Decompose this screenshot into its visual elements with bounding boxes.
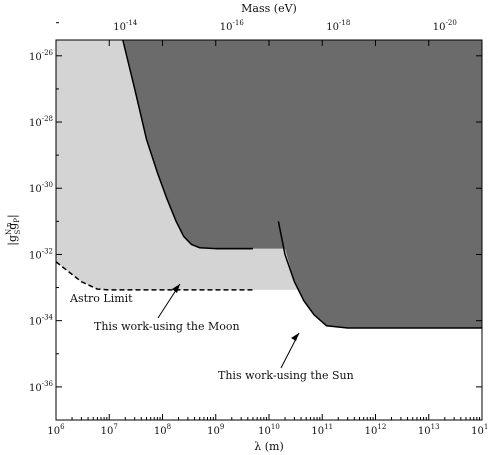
y-tick-label: 10-28 — [29, 115, 53, 129]
y-axis-label-part2: g — [6, 223, 19, 230]
top-axis-ticks: 10-14 10-16 10-18 10-20 — [113, 19, 457, 33]
annotation-sun: This work-using the Sun — [218, 369, 354, 382]
x-tick-label: 1014 — [471, 423, 488, 437]
y-axis-label-sub: S — [14, 230, 22, 235]
x-tick-label: 106 — [47, 423, 65, 437]
top-tick-label: 10-16 — [220, 19, 245, 33]
x-tick-label: 1010 — [258, 423, 280, 437]
this-work-excluded-region — [122, 40, 483, 328]
y-axis-label-end: | — [6, 214, 20, 218]
y-tick-label: 10-34 — [29, 314, 54, 328]
astro-limit-line — [55, 261, 253, 291]
top-tick-label: 10-14 — [113, 19, 138, 33]
top-tick-label: 10-18 — [326, 19, 350, 33]
x-tick-label: 1013 — [418, 423, 440, 437]
x-axis-ticks: 106 107 108 109 1010 1011 1012 1013 1014 — [47, 40, 488, 437]
y-tick-label: 10-32 — [29, 247, 53, 261]
sun-arrow-head — [291, 333, 299, 341]
annotations: Astro Limit This work-using the Moon Thi… — [69, 283, 354, 382]
x-tick-label: 109 — [207, 423, 224, 437]
y-axis-label-part: |g — [6, 235, 20, 246]
x-tick-label: 1012 — [365, 423, 387, 437]
sun-limit-line — [277, 221, 482, 329]
plot-area — [55, 39, 483, 329]
top-tick-label: 10-20 — [433, 19, 457, 33]
y-axis-label-sup: N,n — [5, 222, 13, 235]
x-tick-label: 108 — [154, 423, 171, 437]
y-axis-label: |gN,nSgP| — [5, 214, 22, 245]
x-axis-label: λ (m) — [254, 440, 283, 453]
top-axis-label: Mass (eV) — [241, 2, 297, 15]
x-tick-label: 1011 — [311, 423, 333, 437]
annotation-astro-limit: Astro Limit — [69, 292, 133, 305]
moon-limit-line — [122, 39, 253, 250]
x-tick-label: 107 — [101, 423, 118, 437]
y-tick-label: 10-30 — [29, 181, 53, 195]
moon-arrow-head — [172, 284, 180, 293]
annotation-moon: This work-using the Moon — [94, 320, 240, 333]
y-tick-label: 10-36 — [29, 380, 54, 394]
y-axis-label-sub2: P — [13, 218, 21, 223]
y-axis-ticks: 10-26 10-28 10-30 10-32 10-34 10-36 — [29, 22, 482, 394]
y-tick-label: 10-26 — [29, 49, 54, 63]
